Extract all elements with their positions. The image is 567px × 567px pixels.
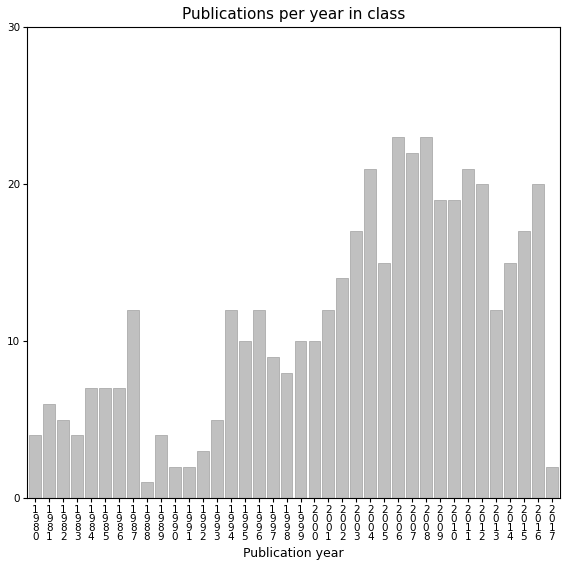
Bar <box>253 310 265 498</box>
Bar <box>281 373 293 498</box>
Bar <box>295 341 306 498</box>
Bar <box>211 420 223 498</box>
Bar <box>29 435 41 498</box>
Bar <box>406 153 418 498</box>
Bar <box>197 451 209 498</box>
Bar <box>266 357 278 498</box>
Text: #P: #P <box>0 0 6 2</box>
Bar <box>113 388 125 498</box>
Bar <box>225 310 236 498</box>
Bar <box>490 310 502 498</box>
Bar <box>532 184 544 498</box>
Bar <box>518 231 530 498</box>
Bar <box>239 341 251 498</box>
Bar <box>44 404 55 498</box>
Bar <box>420 137 432 498</box>
Bar <box>57 420 69 498</box>
Bar <box>546 467 557 498</box>
Bar <box>462 168 474 498</box>
Bar <box>504 263 516 498</box>
Bar <box>434 200 446 498</box>
Bar <box>169 467 181 498</box>
Bar <box>141 483 153 498</box>
Bar <box>378 263 390 498</box>
Bar <box>448 200 460 498</box>
Bar <box>183 467 195 498</box>
Bar <box>99 388 111 498</box>
Bar <box>71 435 83 498</box>
Bar <box>476 184 488 498</box>
Bar <box>308 341 320 498</box>
Bar <box>155 435 167 498</box>
Bar <box>392 137 404 498</box>
Bar <box>127 310 139 498</box>
Bar <box>336 278 348 498</box>
Bar <box>350 231 362 498</box>
Bar <box>365 168 376 498</box>
Bar <box>85 388 97 498</box>
X-axis label: Publication year: Publication year <box>243 547 344 560</box>
Bar <box>323 310 335 498</box>
Title: Publications per year in class: Publications per year in class <box>182 7 405 22</box>
